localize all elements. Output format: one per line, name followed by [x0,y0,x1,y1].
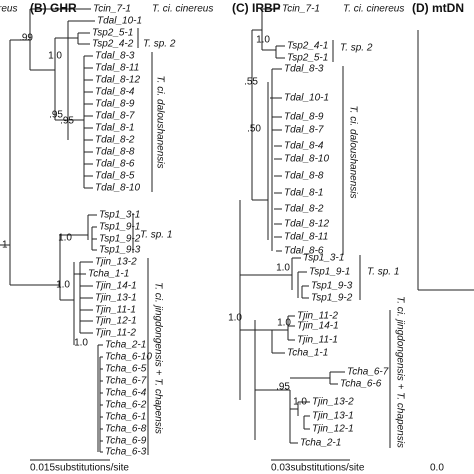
tip-label: Tdal_8-4 [284,141,324,152]
tip-label: Tjin_14-1 [95,281,137,292]
clade-label: T. sp. 2 [340,43,373,54]
tip-label: Tdal_8-3 [95,51,135,62]
tip-label: Tcha_6-3 [105,447,147,458]
tip-label: Tsp2_5-1 [92,28,133,39]
tip-label: Tdal_8-1 [284,188,323,199]
tip-label: Tdal_8-5 [95,171,135,182]
tip-label: Tsp1_3-1 [303,253,344,264]
scale-label: 0.0 [430,463,444,474]
support-value: 1.0 [58,233,72,244]
tip-label: Tdal_8-7 [95,111,135,122]
support-value: 1.0 [293,397,307,408]
tip-label: Tjin_11-1 [95,305,136,316]
tip-label: Tjin_14-1 [297,321,339,332]
support-value: 1.0 [276,263,290,274]
support-value: .50 [247,124,261,135]
clade-label: T. sp. 2 [143,39,176,50]
panel-title: reus [0,4,17,15]
tip-label: Tcha_6-10 [105,352,152,363]
scale-label: 0.03substitutions/site [271,463,365,474]
support-value: .95 [49,110,63,121]
clade-label: T. ci. cinereus [152,4,213,15]
tip-label: Tdal_8-10 [284,154,329,165]
tip-label: Tcha_6-9 [105,436,147,447]
clade-label: T. sp. 1 [367,267,399,278]
tip-label: Tcin_7-1 [282,4,320,15]
tip-label: Tsp2_4-2 [92,39,134,50]
support-value: 1.0 [48,51,62,62]
tip-label: Tcha_6-1 [105,412,146,423]
tip-label: Tsp1_9-1 [99,222,140,233]
tip-label: Tjin_13-1 [95,293,137,304]
tip-label: Tsp2_4-1 [287,41,328,52]
tip-label: Tjin_12-1 [312,424,354,435]
clade-label: T. ci. daloushanensis [347,105,358,198]
tip-label: Tcha_6-6 [340,379,382,390]
tip-label: Tjin_12-1 [95,316,137,327]
support-value: 1.0 [256,35,270,46]
tip-label: Tcha_6-4 [105,388,147,399]
support-value: 1.0 [56,280,70,291]
tip-label: Tsp1_3-1 [99,210,140,221]
tip-label: Tsp1_9-3 [99,245,141,256]
tip-label: Tjin_13-1 [312,411,354,422]
tip-label: Tcha_6-7 [347,367,389,378]
tip-label: Tdal_8-9 [95,99,135,110]
panel-title: (D) mtDN [412,1,464,15]
tip-label: Tdal_8-12 [95,75,140,86]
tip-label: Tcha_6-5 [105,364,147,375]
tip-label: Tdal_8-2 [284,204,324,215]
tip-label: Tcha_6-8 [105,424,147,435]
scale-label: 0.015substitutions/site [30,463,129,474]
tip-label: Tdal_8-8 [284,171,324,182]
tip-label: Tcha_2-1 [105,340,146,351]
tip-label: Tsp1_9-3 [311,281,353,292]
tip-label: Tcha_6-7 [105,376,147,387]
support-value: 1.0 [277,318,291,329]
tip-label: Tjin_11-2 [297,311,338,322]
clade-label: T. ci. daloushanensis [154,75,165,168]
support-value: 1.0 [74,338,88,349]
clade-label: T. ci. jingdongensis + T. chapensis [152,282,163,434]
tip-label: Tdal_8-8 [95,147,135,158]
tip-label: Tcha_6-2 [105,400,147,411]
tip-label: Tdal_8-10 [95,183,140,194]
tip-label: Tdal_8-4 [95,87,135,98]
tip-label: Tjin_13-2 [95,257,137,268]
tip-label: Tcha_1-1 [287,348,328,359]
clade-label: T. ci. jingdongensis + T. chapensis [394,296,405,448]
tip-label: Tdal_8-9 [284,112,324,123]
tip-label: Tdal_8-6 [284,246,324,257]
tip-label: Tcha_2-1 [300,438,341,449]
tip-label: Tdal_8-6 [95,159,135,170]
tip-label: Tdal_10-1 [97,16,142,27]
panel-title: (C) IRBP [232,1,281,15]
tip-label: Tdal_8-1 [95,123,134,134]
tip-label: Tdal_8-7 [284,125,324,136]
tip-label: Tsp1_9-2 [99,234,141,245]
tip-label: Tcin_7-1 [93,4,131,15]
support-value: .95 [60,116,74,127]
tip-label: Tdal_8-2 [95,135,135,146]
tip-label: Tsp2_5-1 [287,53,328,64]
tip-label: Tdal_8-11 [284,232,328,243]
panel-title: (B) GHR [30,1,77,15]
tip-label: Tdal_8-11 [95,63,139,74]
support-value: .99 [19,33,33,44]
tip-label: Tdal_10-1 [284,93,329,104]
tip-label: Tdal_8-3 [284,64,324,75]
tip-label: Tjin_11-1 [297,335,338,346]
tip-label: Tsp1_9-1 [309,267,350,278]
tip-label: Tsp1_9-2 [311,293,353,304]
support-value: .55 [244,77,258,88]
support-value: .95 [276,382,290,393]
support-value: 1.0 [228,313,242,324]
clade-label: T. ci. cinereus [343,4,404,15]
tip-label: Tdal_8-12 [284,219,329,230]
tip-label: Tjin_13-2 [312,397,354,408]
tip-label: Tcha_1-1 [88,269,129,280]
clade-label: T. sp. 1 [140,230,172,241]
tip-label: Tjin_11-2 [95,328,136,339]
